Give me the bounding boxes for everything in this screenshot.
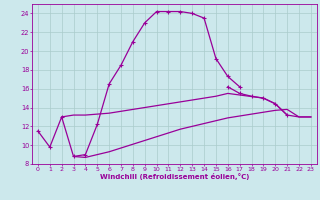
X-axis label: Windchill (Refroidissement éolien,°C): Windchill (Refroidissement éolien,°C) <box>100 173 249 180</box>
